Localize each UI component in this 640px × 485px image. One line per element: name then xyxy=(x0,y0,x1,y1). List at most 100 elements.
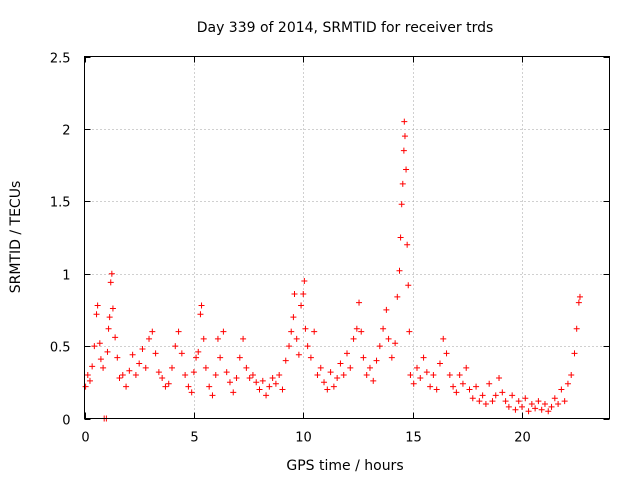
data-point xyxy=(440,335,447,342)
data-point xyxy=(82,383,89,390)
data-point xyxy=(132,372,139,379)
data-point xyxy=(263,392,270,399)
data-point xyxy=(220,328,227,335)
data-point xyxy=(240,335,247,342)
data-point xyxy=(453,389,460,396)
data-point xyxy=(172,343,179,350)
data-point xyxy=(486,380,493,387)
data-point xyxy=(162,383,169,390)
data-point xyxy=(202,364,209,371)
data-point xyxy=(436,360,443,367)
data-point xyxy=(568,372,575,379)
data-point xyxy=(93,311,100,318)
data-point xyxy=(104,348,111,355)
data-point xyxy=(190,369,197,376)
data-point xyxy=(366,364,373,371)
x-tick-label: 5 xyxy=(190,431,198,446)
data-point xyxy=(532,405,539,412)
data-point xyxy=(159,374,166,381)
data-point xyxy=(479,392,486,399)
data-point xyxy=(119,372,126,379)
data-point xyxy=(259,377,266,384)
data-point xyxy=(246,374,253,381)
data-point xyxy=(417,374,424,381)
data-point xyxy=(185,383,192,390)
data-point xyxy=(330,383,337,390)
data-point xyxy=(243,364,250,371)
data-point xyxy=(376,343,383,350)
data-point xyxy=(324,386,331,393)
axis-ticks xyxy=(84,56,610,420)
data-point xyxy=(311,328,318,335)
data-point xyxy=(347,364,354,371)
y-tick-label: 0 xyxy=(62,414,70,429)
data-point xyxy=(146,335,153,342)
data-point xyxy=(505,403,512,410)
data-point xyxy=(404,241,411,248)
data-point xyxy=(233,374,240,381)
data-point xyxy=(272,380,279,387)
data-point xyxy=(463,364,470,371)
data-point xyxy=(136,360,143,367)
data-point xyxy=(91,343,98,350)
data-point xyxy=(414,364,420,371)
data-point xyxy=(403,166,410,173)
data-point xyxy=(525,408,532,415)
x-tick-label: 15 xyxy=(405,431,422,446)
data-point xyxy=(519,403,525,410)
data-point xyxy=(433,386,440,393)
data-point xyxy=(182,372,189,379)
data-point xyxy=(535,398,542,405)
data-point xyxy=(301,277,308,284)
data-point xyxy=(286,343,293,350)
grid xyxy=(84,56,610,419)
data-points xyxy=(82,118,583,422)
data-point xyxy=(175,328,182,335)
data-point xyxy=(279,386,286,393)
data-point xyxy=(394,293,401,300)
data-point xyxy=(499,389,506,396)
data-point xyxy=(149,328,156,335)
data-point xyxy=(317,364,324,371)
data-point xyxy=(108,270,115,277)
data-point xyxy=(450,383,457,390)
chart-title: Day 339 of 2014, SRMTID for receiver trd… xyxy=(197,20,494,36)
data-point xyxy=(307,354,314,361)
data-point xyxy=(353,325,360,332)
data-point xyxy=(109,305,116,312)
data-point xyxy=(522,395,529,402)
data-point xyxy=(575,299,582,306)
data-point xyxy=(139,345,146,352)
data-point xyxy=(212,372,219,379)
data-point xyxy=(236,354,243,361)
data-point xyxy=(195,348,202,355)
data-point xyxy=(373,357,380,364)
data-point xyxy=(314,372,321,379)
data-point xyxy=(561,398,568,405)
y-tick-labels: 0 0.5 1 1.5 2 2.5 xyxy=(50,52,71,429)
data-point xyxy=(407,372,414,379)
data-point xyxy=(94,302,101,309)
data-point xyxy=(217,354,224,361)
data-point xyxy=(358,328,365,335)
data-point xyxy=(300,290,307,297)
data-point xyxy=(515,398,522,405)
data-point xyxy=(206,383,213,390)
data-point xyxy=(502,398,509,405)
data-point xyxy=(302,325,309,332)
data-point xyxy=(290,314,297,321)
data-point xyxy=(469,395,476,402)
data-point xyxy=(401,133,408,140)
data-point xyxy=(198,302,205,309)
data-point xyxy=(512,406,519,413)
data-point xyxy=(423,369,430,376)
data-point xyxy=(528,401,535,408)
data-point xyxy=(430,372,437,379)
data-point xyxy=(401,118,408,125)
x-tick-label: 0 xyxy=(81,431,89,446)
data-point xyxy=(509,392,516,399)
x-tick-labels: 0 5 10 15 20 xyxy=(81,431,530,446)
data-point xyxy=(123,383,130,390)
data-point xyxy=(396,267,403,274)
data-point xyxy=(193,354,200,361)
